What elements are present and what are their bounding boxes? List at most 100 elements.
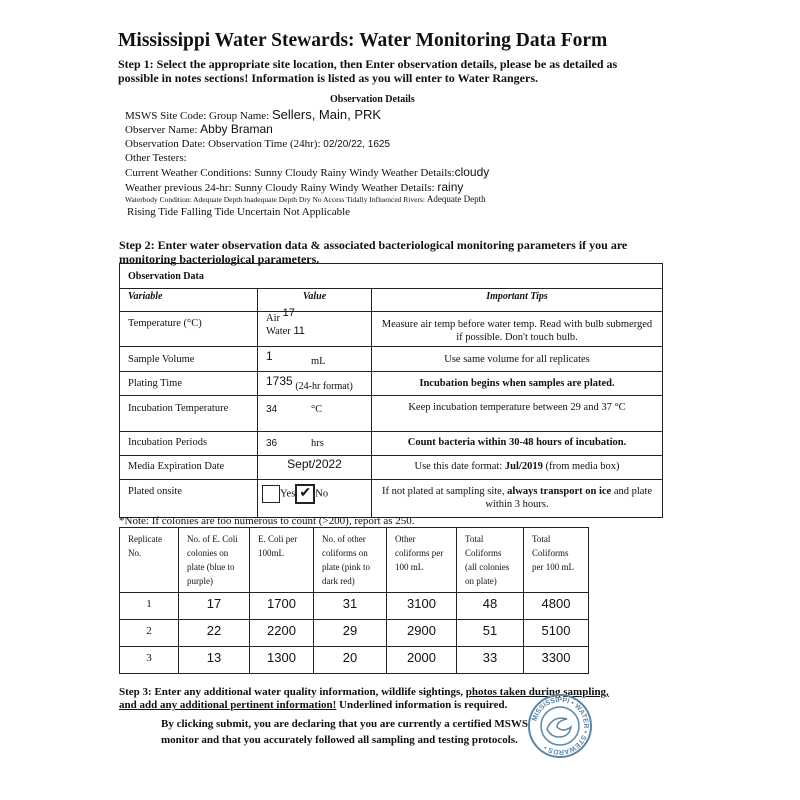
count-value[interactable]: 4800: [523, 592, 589, 620]
yes-checkbox[interactable]: [262, 485, 280, 503]
unit: °C: [311, 404, 323, 415]
table-row: 3 13 1300 20 2000 33 3300: [119, 646, 589, 674]
incubation-period-value[interactable]: 36: [266, 438, 278, 449]
row-label: Incubation Temperature: [119, 395, 258, 432]
step3-instructions: Step 3: Enter any additional water quali…: [119, 686, 639, 712]
replicate-number: 2: [119, 619, 179, 647]
note: *Note: If colonies are too numerous to c…: [119, 515, 415, 527]
tip-bold: Jul/2019: [504, 461, 543, 472]
weather-label: Current Weather Conditions: Sunny Cloudy…: [125, 167, 455, 179]
site-label: MSWS Site Code: Group Name:: [125, 110, 270, 122]
media-expiration-value[interactable]: Sept/2022: [287, 457, 342, 471]
row-label: Plating Time: [119, 371, 258, 396]
air-temp-value[interactable]: 17: [282, 307, 295, 319]
step3-text: Step 3: Enter any additional water quali…: [119, 686, 466, 698]
prev-weather-value[interactable]: rainy: [437, 180, 464, 194]
table-title: Observation Data: [119, 263, 663, 289]
table-row: Media Expiration Date Sept/2022 Use this d…: [119, 455, 663, 480]
count-value[interactable]: 22: [178, 619, 250, 647]
column-header: Other coliforms per 100 mL: [386, 527, 457, 593]
water-label: Water: [266, 326, 291, 337]
header-tips: Important Tips: [371, 288, 663, 312]
count-value[interactable]: 20: [313, 646, 387, 674]
count-value[interactable]: 1700: [249, 592, 314, 620]
observer-label: Observer Name:: [125, 124, 198, 136]
count-value[interactable]: 3300: [523, 646, 589, 674]
weather-value[interactable]: cloudy: [454, 165, 490, 179]
step3-text: Underlined information is required.: [336, 699, 508, 711]
tip-text: If not plated at sampling site,: [381, 486, 508, 497]
testers-label: Other Testers:: [125, 152, 187, 164]
site-value[interactable]: Sellers, Main, PRK: [271, 107, 382, 122]
step1-instructions: Step 1: Select the appropriate site loca…: [118, 57, 618, 85]
date-label: Observation Date: Observation Time (24hr…: [125, 138, 321, 150]
yes-label: Yes: [280, 488, 296, 500]
row-label: Sample Volume: [119, 346, 258, 372]
count-value[interactable]: 2200: [249, 619, 314, 647]
incubation-temp-value[interactable]: 34: [266, 404, 278, 415]
required-sampling: sampling,: [563, 686, 609, 698]
no-label: No: [315, 488, 329, 500]
observer-value[interactable]: Abby Braman: [200, 122, 273, 136]
no-checkbox[interactable]: ✔: [295, 484, 316, 504]
column-header: Total Coliforms (all colonies on plate): [456, 527, 524, 593]
count-value[interactable]: 29: [313, 619, 387, 647]
replicate-number: 3: [119, 646, 179, 674]
count-value[interactable]: 17: [178, 592, 250, 620]
row-tip: Incubation begins when samples are plate…: [371, 371, 663, 396]
page-title: Mississippi Water Stewards: Water Monito…: [118, 30, 608, 51]
required-photos: photos taken: [465, 686, 529, 698]
tip-bold: always transport on ice: [507, 486, 612, 497]
sample-volume-value[interactable]: 1: [266, 349, 273, 363]
unit: hrs: [311, 438, 324, 449]
msws-seal-logo: MISSISSIPPI • WATER • STEWARDS •: [528, 694, 592, 758]
count-value[interactable]: 2900: [386, 619, 457, 647]
table-row: 1 17 1700 31 3100 48 4800: [119, 592, 589, 620]
row-label: Media Expiration Date: [119, 455, 258, 480]
header-value: Value: [257, 288, 372, 312]
unit: (24-hr format): [295, 381, 353, 392]
table-row: Plating Time 1735 (24-hr format) Incubatio…: [119, 371, 663, 396]
row-tip: Use same volume for all replicates: [371, 346, 663, 372]
replicate-table: Replicate No. No. of E. Coli colonies on …: [119, 527, 589, 674]
waterbody-label: Waterbody Condition: Adequate Depth Inad…: [125, 195, 425, 204]
water-temp-value[interactable]: 11: [293, 325, 305, 337]
details-heading: Observation Details: [330, 94, 415, 105]
count-value[interactable]: 1300: [249, 646, 314, 674]
count-value[interactable]: 31: [313, 592, 387, 620]
count-value[interactable]: 2000: [386, 646, 457, 674]
row-label: Incubation Periods: [119, 431, 258, 456]
date-value[interactable]: 02/20/22, 1625: [323, 139, 391, 150]
tip-text: (from media box): [542, 461, 620, 472]
row-label: Plated onsite: [119, 479, 258, 518]
column-header: No. of E. Coli colonies on plate (blue t…: [178, 527, 250, 593]
count-value[interactable]: 33: [456, 646, 524, 674]
column-header: E. Coli per 100mL: [249, 527, 314, 593]
check-icon: ✔: [299, 486, 312, 501]
row-tip: Keep incubation temperature between 29 a…: [371, 395, 663, 432]
step2-instructions: Step 2: Enter water observation data & a…: [119, 238, 628, 266]
tide-label: Rising Tide Falling Tide Uncertain Not A…: [127, 206, 351, 218]
count-value[interactable]: 3100: [386, 592, 457, 620]
waterbody-value[interactable]: Adequate Depth: [426, 194, 486, 204]
svg-text:MISSISSIPPI • WATER • STEWARDS: MISSISSIPPI • WATER • STEWARDS •: [531, 697, 589, 755]
count-value[interactable]: 5100: [523, 619, 589, 647]
table-row: Incubation Periods 36 hrs Count bacteria wi…: [119, 431, 663, 456]
row-label: Temperature (°C): [119, 311, 258, 347]
header-variable: Variable: [119, 288, 258, 312]
row-tip: Measure air temp before water temp. Read…: [371, 311, 663, 347]
table-row: 2 22 2200 29 2900 51 5100: [119, 619, 589, 647]
tip-text: and plate within 3 hours.: [485, 486, 653, 510]
count-value[interactable]: 13: [178, 646, 250, 674]
air-label: Air: [266, 313, 280, 324]
tip-text: Use this date format:: [414, 461, 505, 472]
table-row: Temperature (°C) Air 17 Water 11 Measure …: [119, 307, 663, 347]
replicate-number: 1: [119, 592, 179, 620]
column-header: Total Coliforms per 100 mL: [523, 527, 589, 593]
unit: mL: [311, 356, 326, 367]
count-value[interactable]: 48: [456, 592, 524, 620]
column-header: No. of other coliforms on plate (pink to…: [313, 527, 387, 593]
plating-time-value[interactable]: 1735: [266, 374, 293, 388]
prev-weather-label: Weather previous 24-hr: Sunny Cloudy Rai…: [125, 182, 435, 194]
count-value[interactable]: 51: [456, 619, 524, 647]
